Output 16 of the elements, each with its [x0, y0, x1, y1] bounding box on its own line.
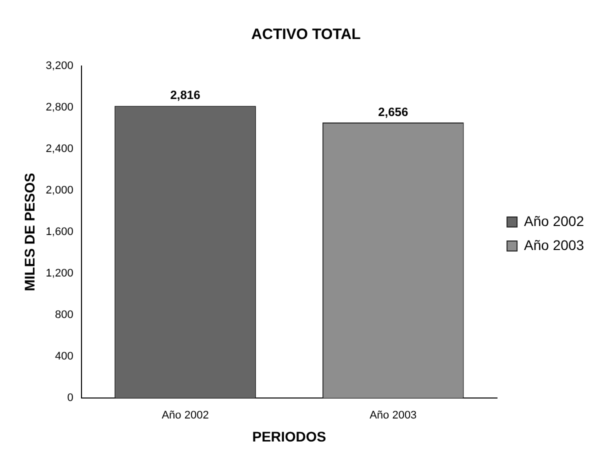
- y-tick-label: 2,400: [46, 143, 74, 156]
- y-tick-label: 1,200: [46, 268, 74, 280]
- legend-label: Año 2003: [524, 236, 584, 253]
- chart-title: ACTIVO TOTAL: [251, 26, 361, 44]
- x-axis-title: PERIODOS: [252, 428, 326, 444]
- data-label: 2,656: [378, 104, 408, 119]
- y-tick-label: 1,600: [46, 226, 74, 238]
- data-label: 2,816: [170, 88, 201, 102]
- y-tick-label: 0: [67, 392, 74, 404]
- y-axis-title: MILES DE PESOS: [21, 172, 38, 292]
- y-tick-label: 3,200: [46, 60, 74, 72]
- y-tick-label: 400: [54, 350, 74, 363]
- legend-label: Año 2002: [524, 212, 584, 229]
- y-tick-label: 2,000: [46, 184, 74, 197]
- y-tick-label: 800: [54, 309, 74, 322]
- y-tick-label: 2,800: [46, 102, 74, 114]
